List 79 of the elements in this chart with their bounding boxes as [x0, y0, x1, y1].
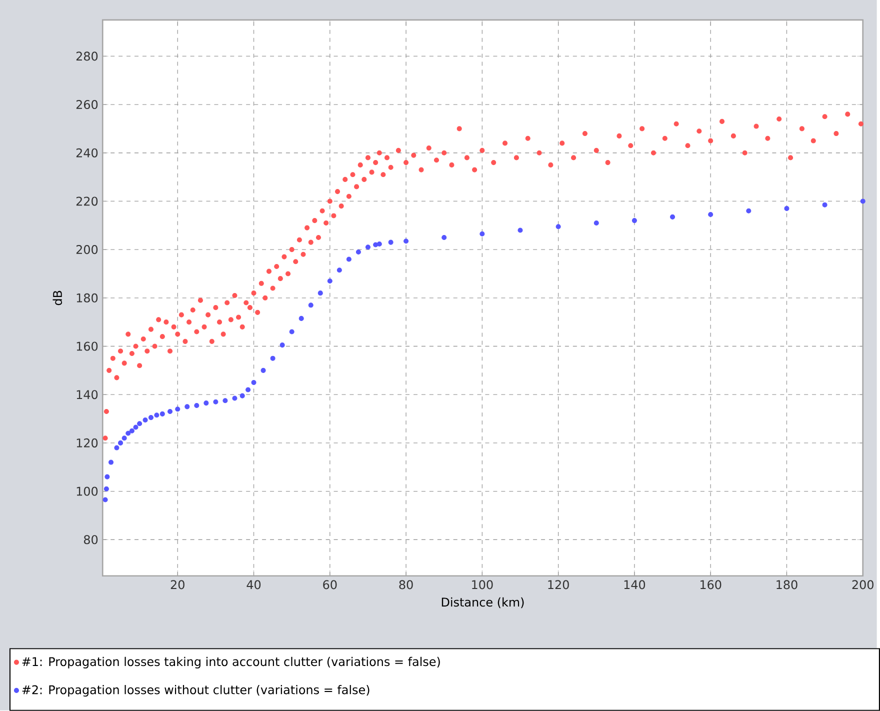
- y-tick-label: 100: [76, 486, 98, 496]
- point: [129, 428, 134, 434]
- point: [308, 302, 314, 308]
- point: [356, 249, 361, 255]
- y-tick-label: 200: [76, 245, 98, 254]
- y-tick-label: 140: [76, 390, 98, 400]
- point: [376, 242, 382, 247]
- point: [404, 238, 409, 244]
- point: [160, 411, 165, 416]
- x-tick-label: 200: [852, 580, 874, 590]
- point: [318, 290, 323, 296]
- x-tick-label: 80: [399, 580, 413, 590]
- point: [822, 202, 828, 208]
- point: [251, 380, 256, 386]
- point: [133, 424, 138, 430]
- point: [860, 198, 866, 204]
- point: [102, 497, 108, 502]
- point: [137, 421, 142, 426]
- x-tick-label: 60: [323, 580, 337, 590]
- point: [184, 404, 190, 410]
- point: [670, 214, 676, 220]
- point: [556, 224, 561, 230]
- point: [175, 406, 180, 412]
- x-axis-title: Distance (km): [442, 597, 524, 608]
- y-tick-label: 80: [84, 535, 98, 544]
- point: [518, 228, 523, 233]
- point: [784, 206, 790, 212]
- y-tick-label: 240: [76, 148, 98, 158]
- point: [388, 240, 394, 245]
- point: [167, 409, 173, 414]
- x-tick-label: 100: [472, 580, 493, 590]
- x-tick-label: 120: [548, 580, 569, 590]
- point: [632, 218, 637, 224]
- point: [708, 212, 714, 218]
- legend-label: #2: Propagation losses without clutter (variations = false): [22, 685, 370, 697]
- point: [365, 244, 370, 250]
- y-axis-title: dB: [52, 290, 62, 306]
- point: [270, 356, 276, 361]
- point: [148, 415, 154, 420]
- point: [194, 402, 200, 408]
- point: [232, 396, 238, 401]
- point: [346, 256, 352, 262]
- point: [108, 460, 114, 465]
- x-tick-label: 20: [170, 580, 184, 590]
- point: [154, 412, 160, 418]
- x-tick-label: 140: [624, 580, 646, 590]
- point: [122, 436, 127, 441]
- legend-label: #1: Propagation losses taking into account clutter (variations = false): [22, 656, 440, 668]
- point: [289, 329, 294, 334]
- y-tick-label: 260: [76, 100, 98, 110]
- x-tick-label: 160: [700, 580, 722, 590]
- y-tick-label: 180: [76, 293, 98, 302]
- x-tick-label: 180: [776, 580, 798, 590]
- point: [336, 268, 342, 273]
- x-tick-label: 40: [246, 580, 261, 590]
- y-tick-label: 220: [76, 196, 98, 206]
- point: [280, 342, 285, 348]
- point: [373, 242, 378, 248]
- point: [327, 278, 332, 284]
- y-tick-label: 280: [76, 52, 98, 61]
- y-tick-label: 120: [76, 438, 98, 448]
- point: [240, 393, 245, 398]
- point: [104, 474, 110, 480]
- point: [204, 400, 209, 406]
- point: [442, 234, 447, 240]
- point: [594, 220, 599, 226]
- point: [222, 398, 228, 404]
- point: [114, 445, 120, 450]
- point: [118, 440, 124, 446]
- point: [480, 231, 485, 236]
- point: [260, 368, 266, 373]
- point: [142, 417, 148, 423]
- y-tick-label: 160: [76, 342, 98, 351]
- point: [104, 486, 109, 492]
- point: [246, 387, 251, 392]
- point: [213, 399, 218, 404]
- point: [746, 208, 752, 214]
- point: [126, 430, 131, 436]
- point: [298, 316, 304, 322]
